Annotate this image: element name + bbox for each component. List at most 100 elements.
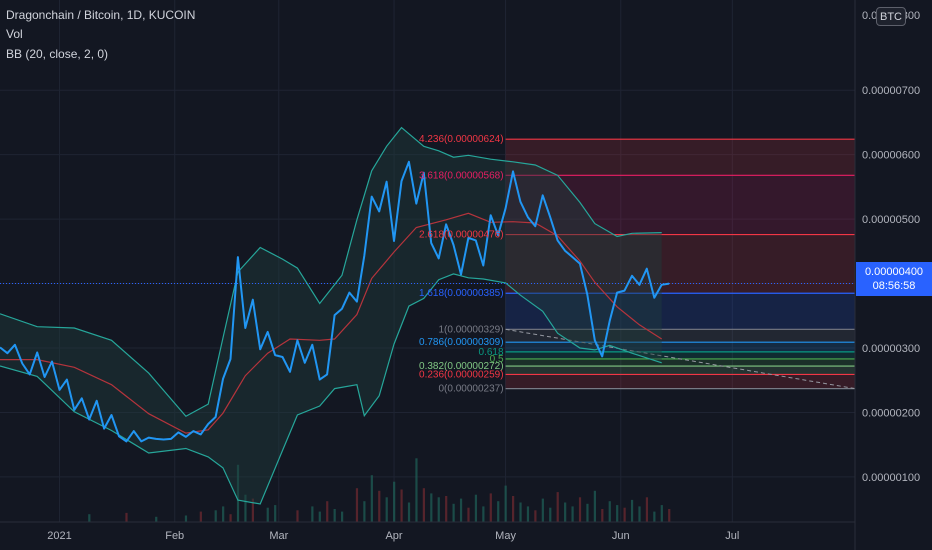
volume-bar (474, 494, 478, 522)
volume-bar (452, 503, 455, 522)
fib-zone (505, 139, 855, 176)
volume-bar (630, 499, 634, 522)
volume-bar (504, 485, 507, 522)
volume-bar (578, 497, 582, 522)
x-tick-label: Feb (165, 530, 184, 542)
fib-level-label: 3.618(0.00000568) (419, 170, 504, 181)
fibonacci-labels: 4.236(0.00000624) 3.618(0.00000568) 2.618(… (419, 134, 504, 394)
fibonacci-extension[interactable] (505, 138, 856, 390)
x-tick-label: Jun (612, 530, 630, 542)
fib-zone (505, 175, 855, 235)
volume-bar (296, 510, 299, 522)
volume-bar (512, 496, 515, 522)
volume-bar (184, 515, 188, 522)
y-tick-label: 0.00000300 (862, 343, 920, 355)
volume-bar (564, 502, 567, 522)
volume-bar (623, 507, 626, 522)
volume-bar (274, 505, 277, 522)
bb-basis-line (0, 212, 663, 434)
volume-bar (541, 498, 544, 522)
y-tick-label: 0.00000700 (862, 85, 920, 97)
fib-level-label: 1.618(0.00000385) (419, 288, 504, 299)
x-tick-label: Mar (269, 530, 288, 542)
volume-bar (415, 458, 418, 522)
volume-bar (556, 492, 559, 522)
volume-bar (497, 501, 500, 522)
y-tick-label: 0.00000100 (862, 472, 920, 484)
volume-bars (88, 458, 671, 522)
last-price-value: 0.00000400 (864, 266, 924, 278)
volume-bar (378, 490, 381, 522)
y-tick-label: 0.00000500 (862, 214, 920, 226)
volume-bar (601, 509, 604, 522)
volume-bar (266, 507, 269, 522)
fib-level-label: 0.382(0.00000272) (419, 361, 504, 372)
volume-bar (385, 497, 388, 522)
fib-zone (505, 366, 855, 375)
volume-bar (645, 497, 649, 522)
volume-bar (311, 506, 314, 522)
volume-bar (586, 503, 589, 522)
y-tick-label: 0.00000600 (862, 150, 920, 162)
volume-bar (244, 494, 247, 522)
x-tick-label: Apr (385, 530, 402, 542)
fib-level-label: 0.236(0.00000259) (419, 369, 504, 380)
fib-level-label: 0.618 (479, 347, 504, 358)
fib-zone (505, 374, 855, 389)
fib-level-label: 1(0.00000329) (439, 324, 504, 335)
volume-bar (660, 505, 663, 522)
volume-bar (370, 475, 373, 522)
volume-bar (229, 514, 232, 522)
volume-bar (326, 501, 329, 522)
bb-fill (0, 127, 662, 504)
x-tick-label: Jul (725, 530, 739, 542)
bollinger-legend[interactable]: BB (20, close, 2, 0) (6, 47, 109, 61)
volume-bar (616, 505, 619, 522)
y-tick-label: 0.00000200 (862, 407, 920, 419)
fib-level-label: 2.618(0.00000476) (419, 230, 504, 241)
volume-bar (407, 502, 411, 522)
volume-bar (459, 498, 463, 522)
currency-badge[interactable]: BTC (876, 7, 906, 26)
fib-zone (505, 358, 855, 367)
volume-bar (125, 512, 128, 522)
fib-zone (505, 234, 855, 294)
volume-bar (534, 510, 537, 522)
volume-legend[interactable]: Vol (6, 27, 23, 41)
x-tick-label: May (495, 530, 516, 542)
fib-zone (505, 293, 855, 330)
volume-bar (341, 511, 344, 522)
bar-countdown: 08:56:58 (872, 280, 916, 292)
price-series (0, 160, 855, 443)
volume-bar (363, 501, 366, 522)
volume-bar (668, 509, 671, 522)
volume-bar (214, 510, 217, 522)
volume-bar (593, 490, 596, 522)
volume-bar (445, 496, 448, 522)
volume-bar (489, 493, 492, 522)
volume-bar (571, 506, 574, 522)
bb-upper-line (0, 126, 662, 418)
volume-bar (251, 498, 254, 522)
volume-bar (318, 511, 321, 522)
price-line (0, 160, 670, 443)
volume-bar (88, 514, 91, 522)
volume-bar (400, 489, 403, 522)
last-price-tag: 0.00000400 08:56:58 (856, 262, 932, 296)
symbol-legend[interactable]: Dragonchain / Bitcoin, 1D, KUCOIN (6, 8, 196, 22)
volume-bar (355, 488, 359, 522)
volume-bar (333, 509, 336, 522)
fib-zone (505, 342, 855, 352)
volume-bar (482, 506, 485, 522)
bollinger-bands (0, 126, 663, 505)
volume-bar (519, 502, 522, 522)
fib-level-label: 0.5 (490, 354, 504, 365)
grid-lines (0, 0, 855, 522)
fib-level-label: 0.786(0.00000309) (419, 337, 504, 348)
volume-bar (199, 511, 202, 522)
x-tick-label: 2021 (47, 530, 71, 542)
volume-bar (422, 488, 425, 522)
fib-trend-line (505, 328, 856, 390)
volume-bar (467, 507, 470, 522)
